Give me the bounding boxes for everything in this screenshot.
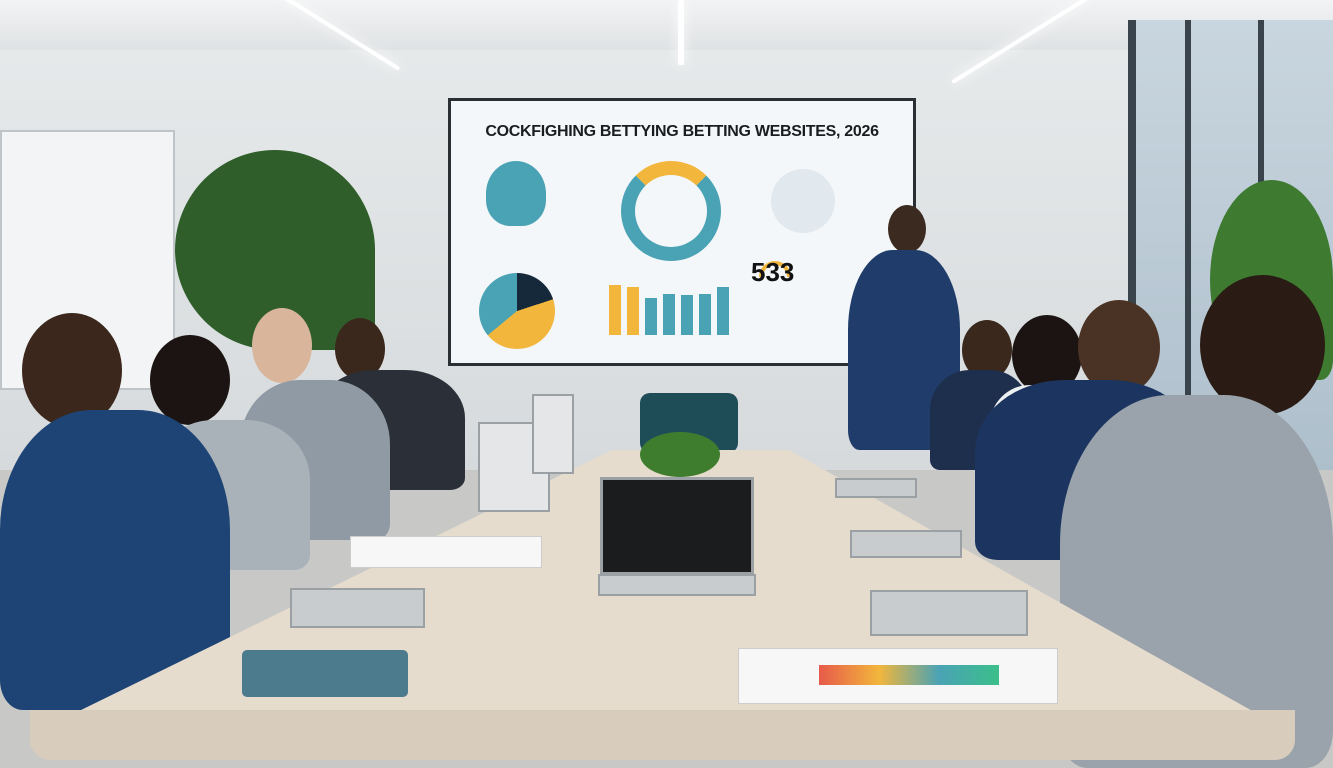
window-mullion xyxy=(1185,20,1191,470)
laptop xyxy=(290,588,425,628)
person-head xyxy=(150,335,230,425)
laptop xyxy=(850,530,962,558)
tablet xyxy=(242,650,408,697)
person-head xyxy=(1078,300,1160,395)
table-plant xyxy=(640,432,720,477)
screen-title: COCKFIGHING BETTYING BETTING WEBSITES, 2… xyxy=(485,123,879,140)
presenter-head xyxy=(888,205,926,253)
stat-value: 533 xyxy=(751,257,795,287)
person-head xyxy=(335,318,385,380)
ceiling-light xyxy=(678,0,684,65)
person-head xyxy=(22,313,122,428)
laptop xyxy=(598,574,756,596)
person-head xyxy=(1200,275,1325,415)
pie-chart-icon xyxy=(479,273,555,349)
laptop xyxy=(532,394,574,474)
document-paper xyxy=(350,536,542,568)
table-edge xyxy=(30,710,1295,760)
gauge-icon xyxy=(759,261,791,277)
document-paper xyxy=(738,648,1058,704)
person-head xyxy=(252,308,312,383)
rooster-icon xyxy=(486,161,546,226)
laptop xyxy=(835,478,917,498)
chart-graphic xyxy=(819,665,999,685)
laptop xyxy=(870,590,1028,636)
donut-gauge-icon xyxy=(621,161,721,261)
ceiling xyxy=(0,0,1333,50)
building-icon xyxy=(771,169,835,233)
presentation-screen: COCKFIGHING BETTYING BETTING WEBSITES, 2… xyxy=(448,98,916,366)
laptop-screen xyxy=(600,477,754,575)
bar-chart-icon xyxy=(609,283,734,335)
